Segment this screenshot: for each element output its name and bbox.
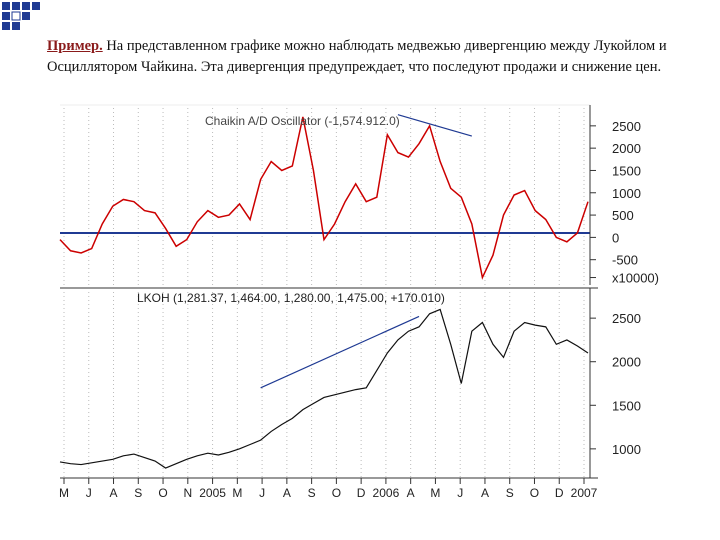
x-tick-label: S bbox=[308, 486, 316, 500]
price-gridlines bbox=[63, 292, 585, 478]
price-tick-label: 1500 bbox=[612, 398, 641, 413]
x-tick-label: A bbox=[407, 486, 415, 500]
x-tick-label: O bbox=[332, 486, 341, 500]
oscillator-title: Chaikin A/D Oscillator (-1,574.912.0) bbox=[205, 114, 400, 128]
slide-caption: Пример. На представленном графике можно … bbox=[47, 36, 707, 78]
x-tick-label: O bbox=[158, 486, 167, 500]
price-trend-line bbox=[260, 315, 420, 389]
price-title: LKOH (1,281.37, 1,464.00, 1,280.00, 1,47… bbox=[137, 291, 445, 305]
caption-lead: Пример. bbox=[47, 38, 103, 54]
x-tick-label: D bbox=[555, 486, 564, 500]
x-tick-label: D bbox=[357, 486, 366, 500]
oscillator-y-ticks: 2500 2000 1500 1000 500 0 -500 x10000) bbox=[590, 119, 659, 286]
oscillator-tick-label: 0 bbox=[612, 230, 619, 245]
oscillator-tick-label: 2000 bbox=[612, 141, 641, 156]
x-tick-label: J bbox=[259, 486, 265, 500]
price-y-ticks: 2500 2000 1500 1000 bbox=[590, 311, 641, 457]
price-panel: LKOH (1,281.37, 1,464.00, 1,280.00, 1,47… bbox=[59, 288, 641, 500]
x-tick-label: A bbox=[481, 486, 489, 500]
oscillator-tick-label: x10000) bbox=[612, 271, 659, 286]
x-tick-label: N bbox=[183, 486, 192, 500]
price-tick-label: 2500 bbox=[612, 311, 641, 326]
oscillator-gridlines bbox=[63, 108, 585, 285]
x-tick-label: S bbox=[506, 486, 514, 500]
x-tick-label: S bbox=[134, 486, 142, 500]
x-tick-label: J bbox=[86, 486, 92, 500]
x-tick-label: O bbox=[530, 486, 539, 500]
x-tick-label: 2005 bbox=[199, 486, 226, 500]
oscillator-tick-label: 1500 bbox=[612, 163, 641, 178]
x-axis-ticks: M J A S O N 2005 M J A S O D 2006 A M J A S O D 2007 bbox=[59, 478, 598, 500]
x-tick-label: M bbox=[430, 486, 440, 500]
price-tick-label: 1000 bbox=[612, 442, 641, 457]
divergence-line bbox=[397, 114, 473, 137]
x-tick-label: M bbox=[232, 486, 242, 500]
oscillator-tick-label: 2500 bbox=[612, 119, 641, 134]
x-tick-label: J bbox=[457, 486, 463, 500]
oscillator-tick-label: 500 bbox=[612, 208, 634, 223]
oscillator-tick-label: -500 bbox=[612, 253, 638, 268]
oscillator-tick-label: 1000 bbox=[612, 186, 641, 201]
x-tick-label: 2007 bbox=[571, 486, 598, 500]
x-tick-label: A bbox=[283, 486, 291, 500]
oscillator-panel: Chaikin A/D Oscillator (-1,574.912.0) 25… bbox=[59, 104, 659, 286]
price-tick-label: 2000 bbox=[612, 355, 641, 370]
x-tick-label: M bbox=[59, 486, 69, 500]
caption-text: На представленном графике можно наблюдат… bbox=[47, 38, 667, 75]
x-tick-label: 2006 bbox=[373, 486, 400, 500]
corner-decoration bbox=[0, 0, 60, 40]
oscillator-line bbox=[59, 116, 589, 280]
price-line bbox=[59, 308, 589, 469]
x-tick-label: A bbox=[110, 486, 118, 500]
